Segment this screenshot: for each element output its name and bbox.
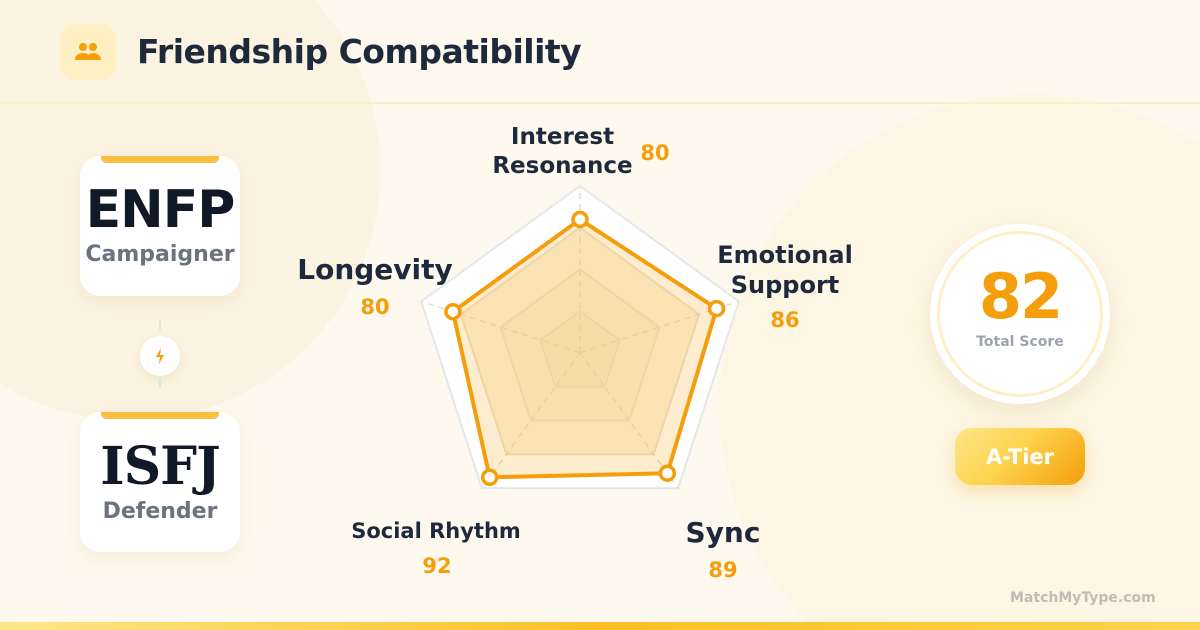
header: Friendship Compatibility [0,0,1200,104]
users-icon [60,24,116,80]
score-ring [937,231,1103,397]
type-card-enfp: ENFP Campaigner [80,156,240,296]
grid-spoke [420,300,581,354]
page-title: Friendship Compatibility [137,32,582,71]
divider [159,378,161,388]
axis-label-longevity: Longevity [297,253,453,286]
type-name: Campaigner [85,242,235,267]
type-code: ENFP [85,180,236,240]
card-accent [101,156,219,163]
footer-brand: MatchMyType.com [1010,590,1156,606]
data-point-emotional-support [707,299,726,318]
score-value: 82 [978,260,1063,333]
axis-value-emotional-support: 86 [770,308,800,332]
axis-value-interest-resonance: 80 [640,141,670,165]
data-point-social-rhythm [480,468,499,487]
data-point-interest-resonance [571,210,589,229]
data-point-longevity [444,302,462,321]
grid-spoke [579,300,740,354]
score-label: Total Score [976,334,1064,350]
axis-value-sync: 89 [708,558,738,582]
type-card-isfj: ISFJ Defender [80,412,240,552]
axis-value-longevity: 80 [360,295,390,319]
lightning-icon [140,336,180,376]
axis-label-social-rhythm: Social Rhythm [351,519,521,543]
type-name: Defender [102,499,218,524]
data-area [450,217,719,480]
grid-spoke [579,352,679,489]
type-code: ISFJ [100,436,220,497]
axis-label-interest-resonance: Interest Resonance [492,124,633,179]
data-point-sync [658,464,677,482]
grid-spoke [481,352,581,489]
axis-label-emotional-support: Emotional Support [717,241,853,299]
divider [159,320,161,330]
axis-value-social-rhythm: 92 [422,554,452,578]
bottom-accent-bar [0,622,1200,630]
total-score: 82 Total Score [930,224,1110,404]
card-accent [101,412,219,419]
tier-badge: A-Tier [955,428,1085,485]
axis-label-sync: Sync [685,516,761,549]
